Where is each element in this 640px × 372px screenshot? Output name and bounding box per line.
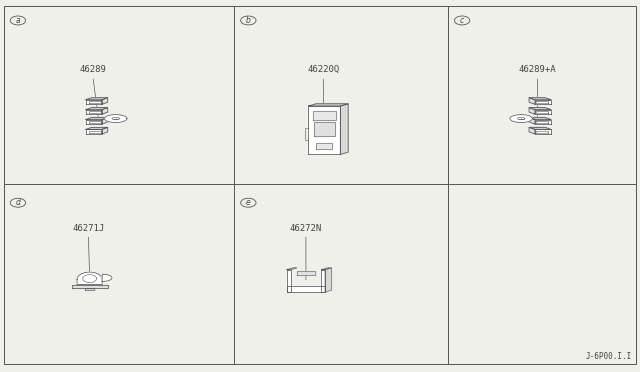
Polygon shape	[86, 98, 108, 100]
Polygon shape	[535, 129, 551, 134]
Polygon shape	[287, 286, 325, 292]
Polygon shape	[529, 98, 551, 100]
Polygon shape	[102, 118, 108, 124]
Polygon shape	[308, 104, 348, 106]
Polygon shape	[287, 270, 291, 292]
Text: 46289: 46289	[79, 65, 106, 74]
Polygon shape	[321, 270, 325, 292]
Polygon shape	[321, 268, 332, 270]
Polygon shape	[535, 110, 551, 114]
Polygon shape	[317, 143, 333, 148]
Polygon shape	[102, 274, 112, 282]
Text: 46289+A: 46289+A	[519, 65, 556, 74]
Polygon shape	[340, 104, 348, 154]
Polygon shape	[529, 118, 535, 124]
Text: J-6P00.I.I: J-6P00.I.I	[586, 352, 632, 361]
Polygon shape	[529, 98, 535, 104]
Text: d: d	[15, 198, 20, 207]
Polygon shape	[314, 122, 335, 136]
Text: b: b	[246, 16, 251, 25]
Polygon shape	[102, 127, 108, 134]
Polygon shape	[535, 119, 551, 124]
Polygon shape	[325, 268, 332, 292]
Polygon shape	[297, 271, 315, 275]
Polygon shape	[86, 118, 108, 119]
Polygon shape	[86, 127, 108, 129]
Polygon shape	[104, 115, 127, 122]
Text: c: c	[460, 16, 464, 25]
Polygon shape	[535, 100, 551, 104]
Polygon shape	[77, 272, 102, 285]
Text: e: e	[246, 198, 251, 207]
Polygon shape	[72, 285, 108, 288]
Polygon shape	[85, 288, 94, 290]
Polygon shape	[529, 127, 535, 134]
Polygon shape	[86, 119, 102, 124]
Text: 46272N: 46272N	[290, 224, 322, 232]
Polygon shape	[86, 129, 102, 134]
Polygon shape	[314, 111, 335, 119]
Polygon shape	[529, 108, 535, 114]
Polygon shape	[529, 108, 551, 110]
Polygon shape	[102, 98, 108, 104]
Polygon shape	[86, 110, 102, 114]
Polygon shape	[287, 268, 297, 270]
Polygon shape	[529, 118, 551, 119]
Polygon shape	[86, 108, 108, 110]
Polygon shape	[529, 127, 551, 129]
Polygon shape	[308, 106, 340, 154]
Text: 46271J: 46271J	[72, 224, 104, 232]
Polygon shape	[102, 108, 108, 114]
Text: a: a	[15, 16, 20, 25]
Polygon shape	[86, 100, 102, 104]
Text: 46220Q: 46220Q	[307, 65, 339, 74]
Polygon shape	[510, 115, 532, 122]
